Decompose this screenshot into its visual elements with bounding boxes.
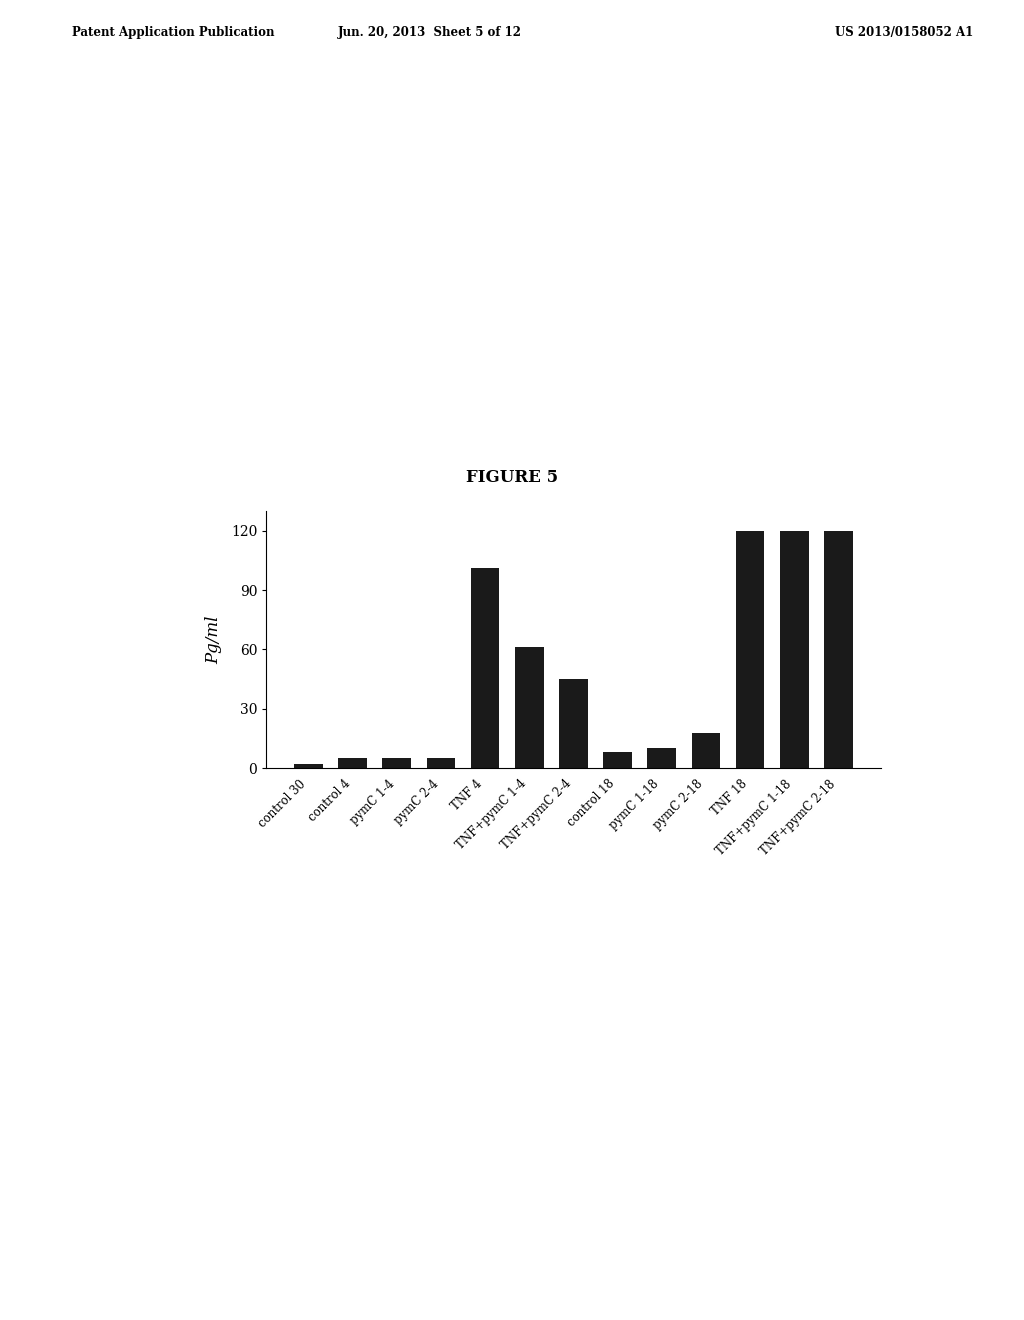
Y-axis label: Pg/ml: Pg/ml — [206, 615, 222, 664]
Text: Patent Application Publication: Patent Application Publication — [72, 26, 274, 40]
Bar — [559, 678, 588, 768]
Bar — [780, 531, 809, 768]
Bar — [824, 531, 853, 768]
Text: Jun. 20, 2013  Sheet 5 of 12: Jun. 20, 2013 Sheet 5 of 12 — [338, 26, 522, 40]
Bar — [471, 568, 500, 768]
Bar — [515, 648, 544, 768]
Bar — [691, 733, 720, 768]
Bar — [735, 531, 764, 768]
Bar — [294, 764, 323, 768]
Bar — [427, 758, 456, 768]
Bar — [383, 758, 412, 768]
Bar — [647, 748, 676, 768]
Text: FIGURE 5: FIGURE 5 — [466, 469, 558, 486]
Bar — [338, 758, 367, 768]
Bar — [603, 752, 632, 768]
Text: US 2013/0158052 A1: US 2013/0158052 A1 — [835, 26, 973, 40]
